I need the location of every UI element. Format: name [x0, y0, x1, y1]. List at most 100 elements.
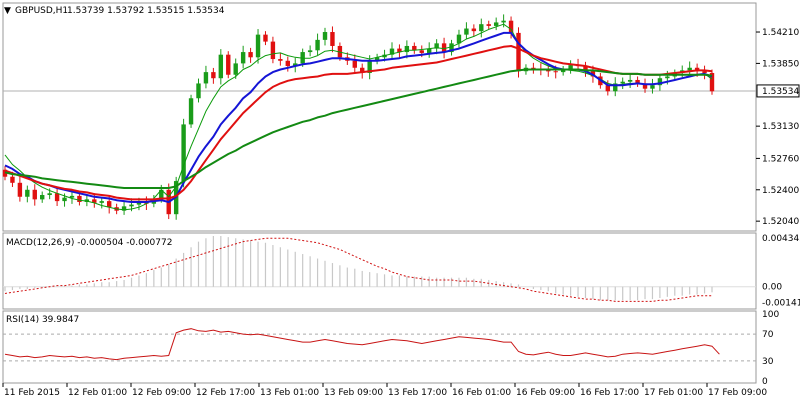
rsi-tick-label: 0 — [762, 377, 768, 387]
time-tick-label: 13 Feb 01:00 — [260, 388, 319, 398]
rsi-label: RSI(14) 39.9847 — [6, 315, 79, 325]
candle-body — [62, 197, 67, 202]
candle-body — [441, 43, 447, 53]
candle-body — [218, 54, 224, 79]
candle-body — [471, 28, 477, 32]
candle-body — [427, 48, 432, 53]
candle-body — [54, 193, 60, 202]
candle-body — [352, 60, 357, 68]
candle-body — [620, 81, 625, 84]
candle-body — [568, 65, 573, 70]
candle-body — [188, 98, 194, 125]
candle-body — [47, 193, 52, 196]
candle-body — [374, 57, 380, 61]
time-tick-label: 12 Feb 01:00 — [68, 388, 127, 398]
candle-body — [69, 195, 75, 198]
time-tick-label: 12 Feb 09:00 — [132, 388, 191, 398]
candle-body — [627, 79, 633, 82]
candle-body — [479, 24, 484, 32]
candle-body — [40, 195, 45, 200]
price-tick-label: 1.53850 — [762, 59, 799, 69]
price-tick-label: 1.52040 — [762, 217, 799, 227]
candle-body — [404, 45, 410, 53]
time-tick-label: 17 Feb 09:00 — [708, 388, 767, 398]
candle-body — [583, 66, 588, 72]
price-tick-label: 1.52760 — [762, 154, 799, 164]
candle-body — [10, 176, 15, 183]
candle-body — [233, 63, 238, 75]
macd-tick-label: 0.00 — [762, 283, 782, 293]
candle-body — [240, 52, 246, 64]
candle-body — [211, 72, 216, 79]
ma-fast-line — [4, 23, 713, 211]
macd-tick-label: -0.001414 — [762, 299, 800, 309]
candle-body — [456, 34, 462, 44]
candle-body — [181, 124, 186, 182]
candle-body — [136, 201, 142, 205]
candle-body — [449, 43, 454, 53]
candle-body — [77, 195, 82, 202]
ma-green-line — [4, 68, 713, 189]
candle-body — [270, 41, 276, 60]
ma-red-line — [4, 45, 713, 201]
candle-body — [508, 20, 514, 33]
candle-body — [665, 76, 670, 79]
macd-tick-label: 0.004343 — [762, 234, 800, 244]
candle-body — [315, 39, 320, 51]
candle-body — [330, 32, 335, 46]
candle-body — [106, 201, 112, 208]
candle-body — [322, 32, 328, 40]
time-tick-label: 13 Feb 17:00 — [388, 388, 447, 398]
time-tick-label: 17 Feb 01:00 — [644, 388, 703, 398]
candle-body — [642, 83, 648, 89]
candle-body — [389, 48, 395, 55]
rsi-tick-label: 30 — [762, 357, 774, 367]
time-tick-label: 16 Feb 17:00 — [580, 388, 639, 398]
header-symbol: GBPUSD,H1 — [15, 6, 68, 16]
candle-body — [196, 83, 201, 99]
price-tick-label: 1.52400 — [762, 186, 799, 196]
candle-body — [493, 22, 499, 26]
macd-layer — [3, 236, 756, 302]
price-tick-label: 1.53534 — [762, 87, 799, 97]
candle-body — [397, 48, 402, 53]
candle-body — [546, 70, 551, 72]
macd-label: MACD(12,26,9) -0.000504 -0.000772 — [6, 238, 172, 248]
candle-body — [367, 60, 372, 73]
candle-body — [501, 20, 506, 23]
price-tick-label: 1.53130 — [762, 122, 799, 132]
header-ohlc: 1.53739 1.53792 1.53515 1.53534 — [67, 6, 225, 16]
time-tick-label: 13 Feb 09:00 — [324, 388, 383, 398]
candle-body — [464, 28, 469, 35]
candle-body — [17, 182, 23, 197]
candle-body — [129, 204, 134, 207]
candle-body — [635, 79, 640, 84]
price-tick-label: 1.54210 — [762, 28, 799, 38]
candle-body — [278, 59, 283, 61]
candle-body — [434, 43, 439, 49]
candle-body — [307, 50, 313, 53]
candle-body — [560, 69, 566, 73]
candle-body — [226, 54, 231, 75]
rsi-layer — [3, 328, 756, 362]
candle-body — [293, 63, 298, 67]
candle-body — [159, 189, 164, 199]
candle-body — [255, 34, 261, 58]
candle-body — [605, 85, 611, 92]
ma-blue-line — [4, 31, 713, 203]
candle-body — [285, 60, 290, 67]
symbol-triangle-icon[interactable]: ▼ — [4, 6, 11, 16]
candle-body — [99, 201, 104, 203]
candle-body — [203, 72, 209, 84]
candle-body — [263, 34, 268, 42]
macd-pane-frame — [2, 232, 757, 310]
candle-body — [486, 24, 491, 26]
time-tick-label: 16 Feb 01:00 — [452, 388, 511, 398]
last-price-tag — [756, 84, 800, 98]
candle-body — [650, 85, 655, 89]
time-tick-label: 11 Feb 2015 — [4, 388, 60, 398]
time-tick-label: 12 Feb 17:00 — [196, 388, 255, 398]
candle-body — [702, 71, 707, 73]
candle-body — [613, 83, 618, 92]
